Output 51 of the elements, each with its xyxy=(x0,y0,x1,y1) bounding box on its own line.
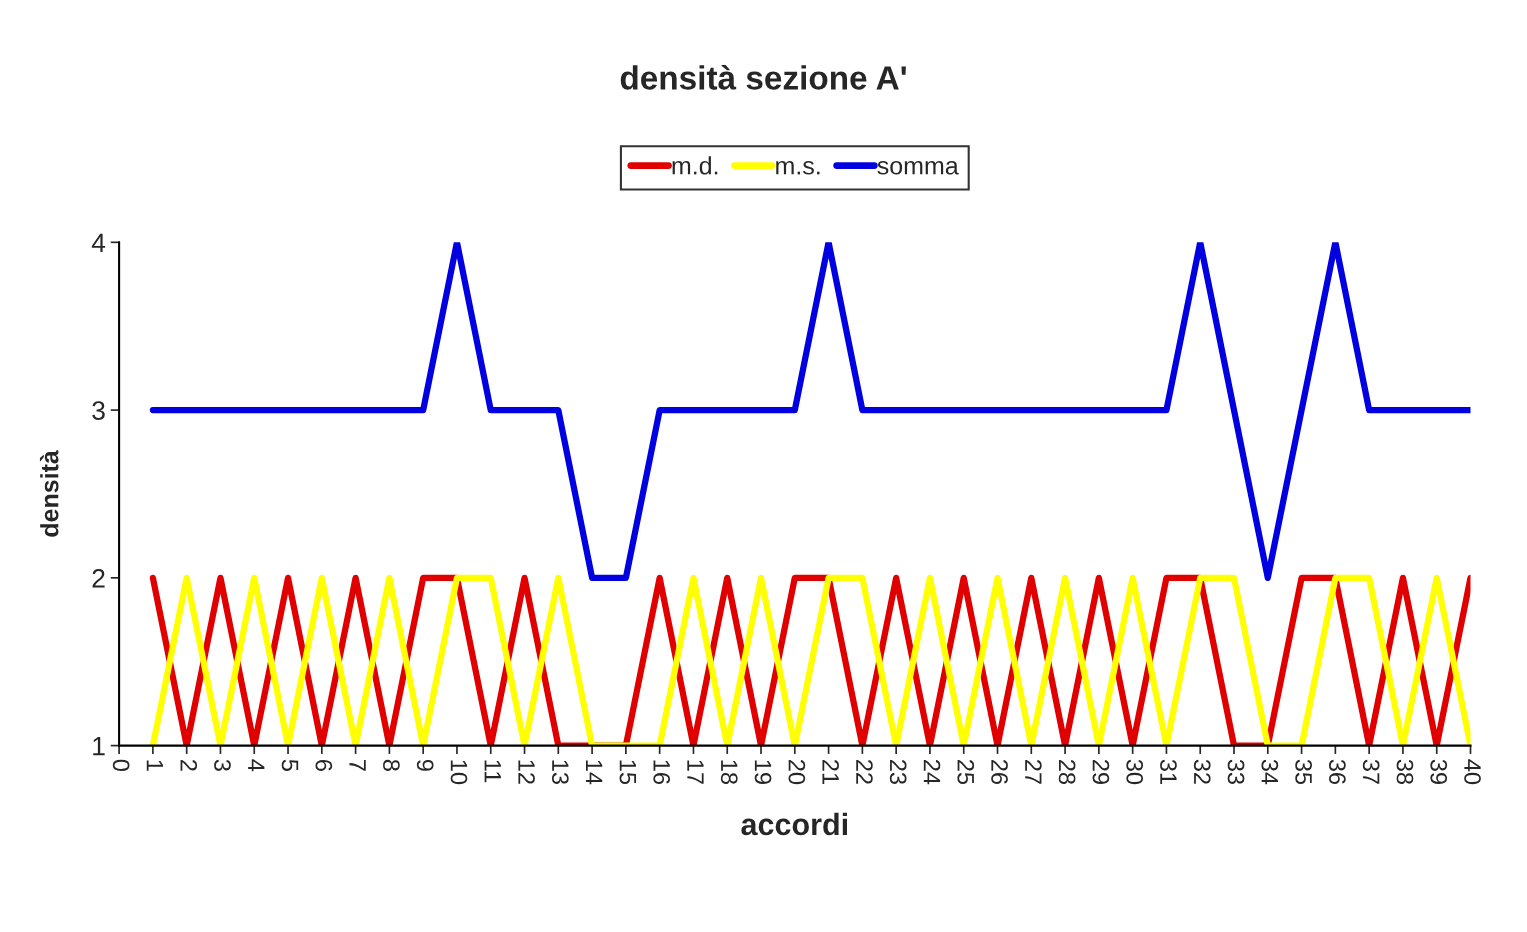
x-tick-label: 27 xyxy=(1025,759,1042,784)
x-tick-label: 25 xyxy=(957,759,975,785)
x-tick-label: 16 xyxy=(653,760,671,785)
x-tick-label: 40 xyxy=(1464,759,1481,785)
x-tick-label: 38 xyxy=(1396,759,1414,785)
x-tick-label: 28 xyxy=(1058,759,1076,785)
x-tick-label: 21 xyxy=(822,759,839,784)
legend-label: m.d. xyxy=(672,156,718,175)
x-tick-label: 6 xyxy=(315,759,333,771)
x-tick-label: 23 xyxy=(889,759,907,785)
chart-title: densità sezione A' xyxy=(620,64,906,90)
x-tick-label: 31 xyxy=(1160,759,1177,784)
legend-label: somma xyxy=(877,160,959,175)
legend-label: m.s. xyxy=(776,160,820,175)
x-tick-label: 17 xyxy=(687,760,704,784)
x-tick-label: 9 xyxy=(416,759,434,771)
x-axis-title: accordi xyxy=(741,812,847,836)
y-tick-label: 4 xyxy=(91,233,106,252)
x-tick-label: 5 xyxy=(281,759,299,771)
x-tick-label: 19 xyxy=(754,760,772,784)
x-tick-label: 20 xyxy=(788,759,806,785)
x-tick-label: 12 xyxy=(518,760,535,784)
x-tick-label: 18 xyxy=(720,760,738,785)
y-tick-label: 2 xyxy=(92,568,105,588)
x-tick-label: 4 xyxy=(248,759,265,772)
x-tick-label: 8 xyxy=(383,759,400,771)
x-tick-label: 1 xyxy=(146,760,164,771)
x-tick-label: 24 xyxy=(923,759,941,785)
x-tick-label: 37 xyxy=(1362,759,1380,784)
x-tick-label: 26 xyxy=(991,759,1008,785)
x-tick-label: 14 xyxy=(585,760,603,785)
x-tick-label: 11 xyxy=(484,760,501,783)
x-tick-label: 29 xyxy=(1092,759,1110,784)
x-tick-label: 32 xyxy=(1193,759,1211,784)
y-tick-label: 1 xyxy=(93,737,105,756)
x-tick-label: 36 xyxy=(1329,759,1346,785)
x-tick-label: 35 xyxy=(1295,759,1312,785)
x-tick-label: 33 xyxy=(1227,759,1245,785)
x-tick-label: 0 xyxy=(112,759,130,771)
y-tick-label: 3 xyxy=(92,401,105,420)
x-tick-label: 7 xyxy=(349,760,366,771)
x-tick-label: 39 xyxy=(1430,759,1448,784)
x-tick-label: 34 xyxy=(1261,759,1279,785)
x-tick-label: 22 xyxy=(856,759,873,784)
y-axis-title: densità xyxy=(39,450,59,537)
x-tick-label: 15 xyxy=(619,760,637,785)
x-tick-label: 10 xyxy=(450,760,468,785)
x-tick-label: 13 xyxy=(551,760,569,785)
x-tick-label: 30 xyxy=(1126,759,1144,785)
x-tick-label: 3 xyxy=(214,759,231,771)
x-tick-label: 2 xyxy=(180,759,198,771)
